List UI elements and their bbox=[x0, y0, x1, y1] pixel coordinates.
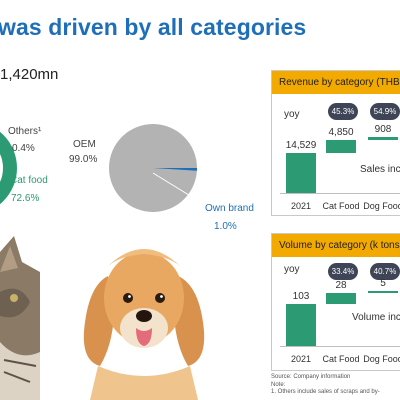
category-label: Cat Food bbox=[322, 354, 360, 364]
bar-value-label: 103 bbox=[292, 291, 310, 302]
chart-bar bbox=[326, 292, 356, 304]
chart-bar bbox=[368, 290, 398, 293]
volume-panel: Volume by category (k tons) yoy 33.4% 40… bbox=[271, 233, 400, 371]
catfood-slice bbox=[0, 131, 17, 205]
source-note: Source: Company information bbox=[271, 374, 351, 380]
revenue-yoy-label: yoy bbox=[284, 109, 300, 120]
oem-value: 99.0% bbox=[69, 154, 98, 165]
oem-label: OEM bbox=[73, 139, 96, 150]
chart-baseline bbox=[280, 193, 400, 194]
chart-baseline bbox=[280, 346, 400, 347]
yoy-badge: 40.7% bbox=[370, 263, 400, 280]
bar-value-label: 5 bbox=[380, 277, 386, 289]
category-label: Dog Food bbox=[363, 201, 400, 211]
chart-bar bbox=[368, 137, 398, 140]
dog-photo bbox=[83, 249, 205, 400]
category-label: 2021 bbox=[290, 354, 312, 364]
ownbrand-value: 1.0% bbox=[214, 221, 237, 232]
bar-value-label: 4,850 bbox=[328, 126, 354, 138]
chart-bar bbox=[286, 304, 316, 346]
page-title: was driven by all categories bbox=[0, 14, 307, 40]
bar-value-label: 14,529 bbox=[285, 140, 317, 151]
category-label: Dog Food bbox=[363, 354, 400, 364]
catfood-label: Cat food bbox=[10, 175, 48, 186]
cat-photo bbox=[0, 236, 40, 400]
category-pie-chart bbox=[0, 131, 17, 205]
ownbrand-slice bbox=[153, 168, 197, 171]
chart-bar bbox=[286, 153, 316, 193]
chart-bar bbox=[326, 139, 356, 153]
volume-yoy-label: yoy bbox=[284, 264, 300, 275]
revenue-panel-title: Revenue by category (THB mn) bbox=[272, 71, 400, 94]
revenue-panel: Revenue by category (THB mn) yoy 45.3% 5… bbox=[271, 70, 400, 216]
yoy-badge: 54.9% bbox=[370, 103, 400, 120]
slice-divider bbox=[152, 172, 198, 201]
footnotes: Source: Company information Note: 1. Oth… bbox=[271, 374, 380, 397]
brand-pie-chart bbox=[109, 124, 198, 212]
note-1: 1. Others include sales of scraps and by… bbox=[271, 389, 380, 395]
yoy-badge: 33.4% bbox=[328, 263, 358, 280]
note-label: Note: bbox=[271, 381, 286, 388]
others-value: 0.4% bbox=[12, 143, 35, 154]
revenue-note: Sales increase bbox=[360, 164, 400, 175]
category-label: 2021 bbox=[290, 201, 312, 211]
category-label: Cat Food bbox=[322, 201, 360, 211]
yoy-badge: 45.3% bbox=[328, 103, 358, 120]
bar-value-label: 28 bbox=[335, 279, 347, 291]
ownbrand-label: Own brand bbox=[205, 203, 254, 214]
bar-value-label: 908 bbox=[374, 124, 392, 136]
volume-panel-title: Volume by category (k tons) bbox=[272, 234, 400, 257]
catfood-value: 72.6% bbox=[11, 193, 40, 204]
others-label: Others¹ bbox=[8, 126, 42, 137]
volume-note: Volume increase bbox=[352, 312, 400, 323]
total-value: 1,420mn bbox=[0, 66, 59, 83]
